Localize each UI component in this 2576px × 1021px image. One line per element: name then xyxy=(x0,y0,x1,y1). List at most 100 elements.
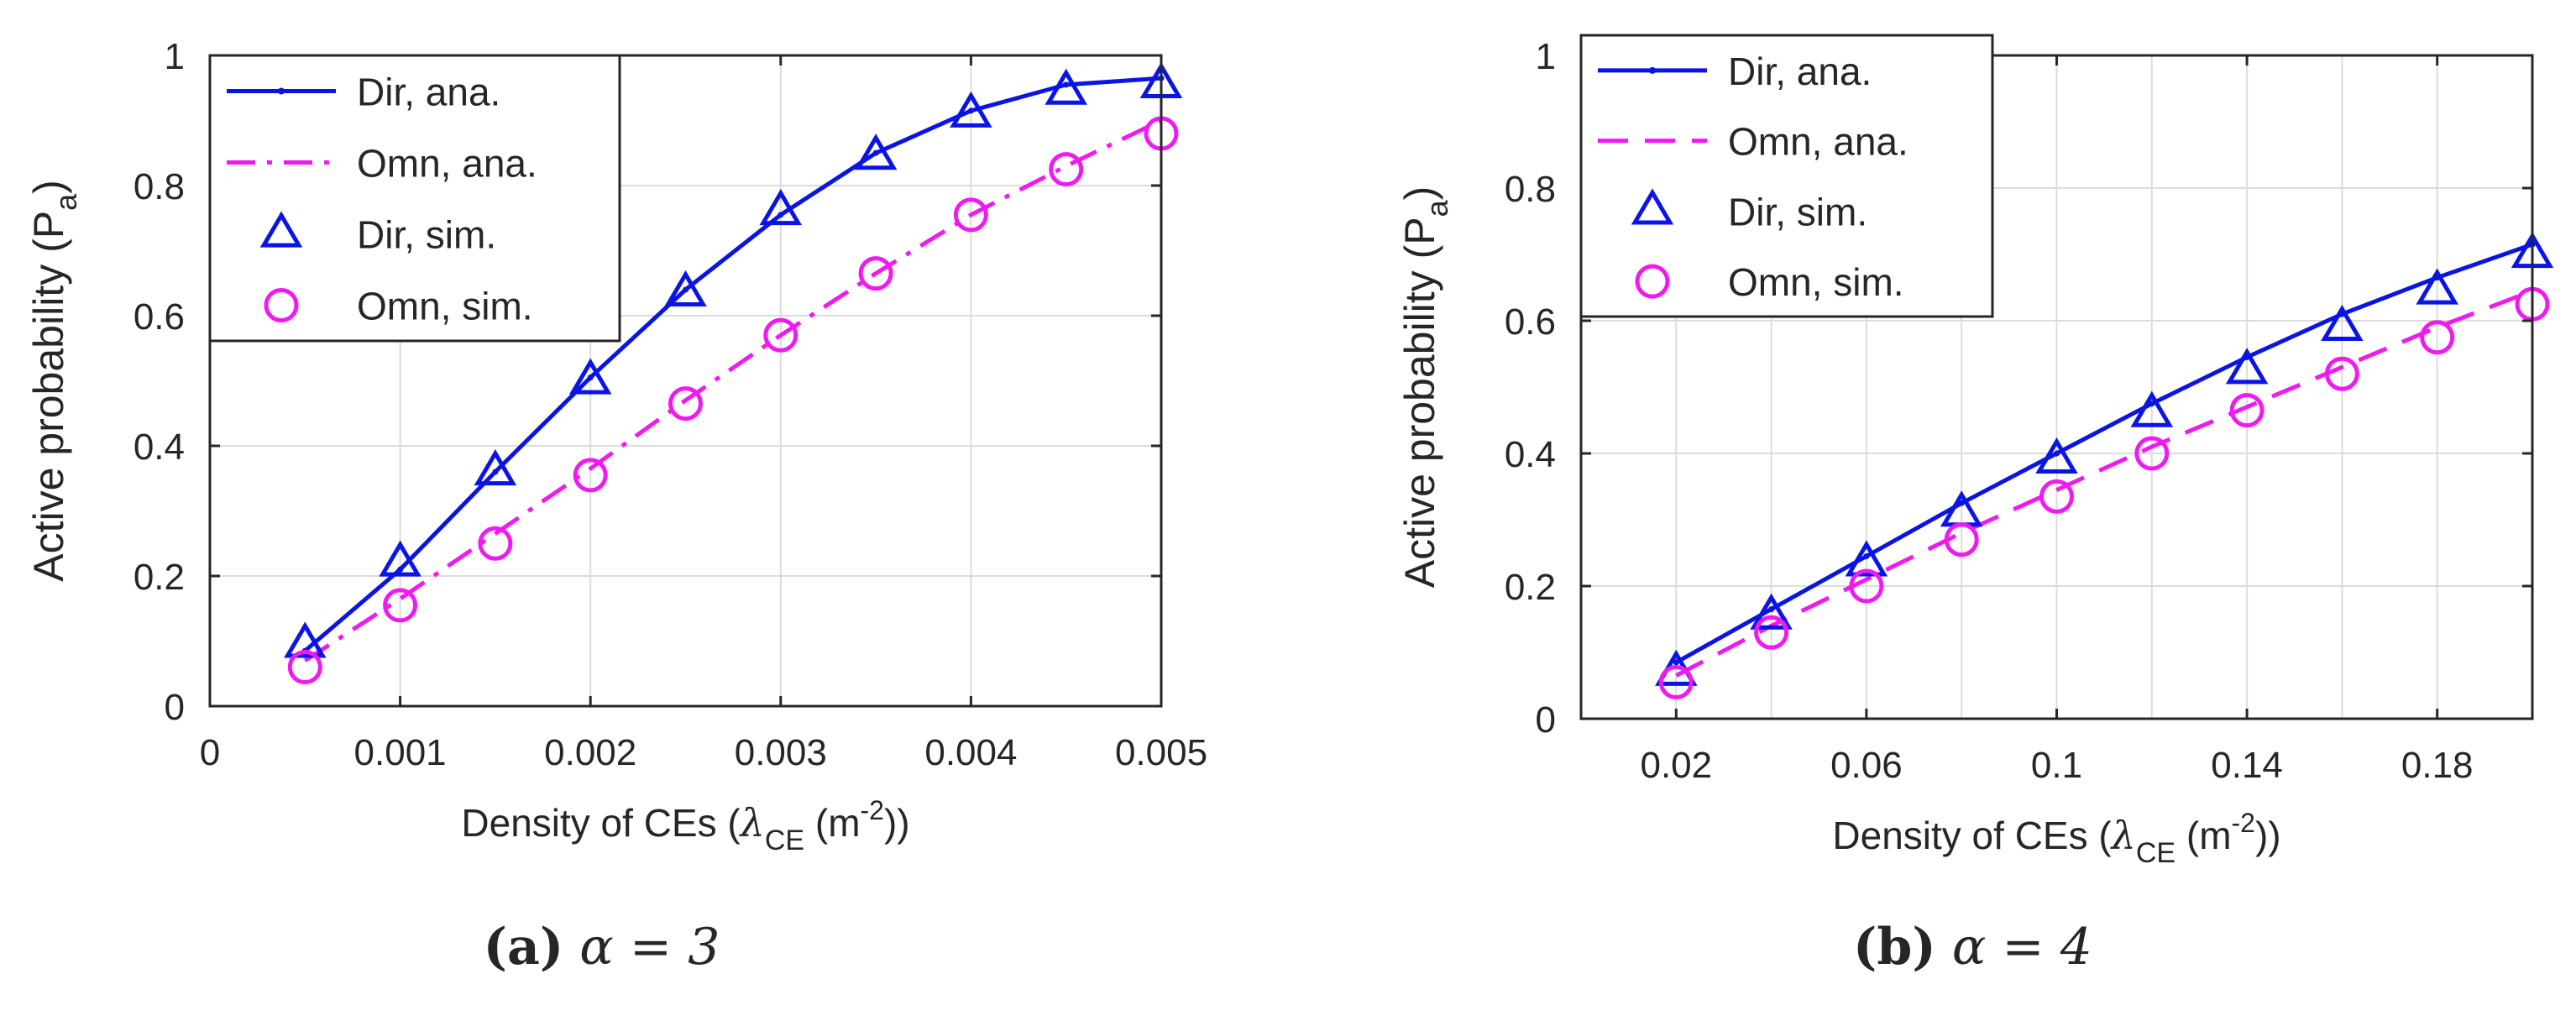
data-point-marker xyxy=(287,650,322,684)
data-point xyxy=(967,107,974,114)
data-point xyxy=(778,212,784,218)
data-point-marker xyxy=(1944,522,1979,558)
y-tick-label: 0.4 xyxy=(134,427,185,468)
y-tick-label: 0 xyxy=(165,687,185,728)
y-axis-label: Active probability (Pa) xyxy=(25,180,83,582)
data-point-marker xyxy=(2321,304,2364,342)
data-point xyxy=(1063,81,1070,88)
series-line-dir-ana xyxy=(303,76,1162,653)
data-point-marker xyxy=(668,386,703,421)
data-point xyxy=(397,566,404,573)
x-tick-label: 0.003 xyxy=(735,732,827,773)
data-point-marker xyxy=(1845,540,1888,577)
data-point-marker xyxy=(664,270,707,307)
data-point-marker xyxy=(2134,436,2170,471)
series-line-omn-ana xyxy=(1675,289,2533,678)
series-line-omn-ana xyxy=(303,118,1163,662)
data-point-marker xyxy=(1049,152,1084,187)
data-point-marker xyxy=(383,588,418,623)
x-tick-label: 0.02 xyxy=(1640,745,1712,786)
ticks: 0.02 0.06 0.1 0.14 0.18 0 0.2 0.4 0.6 0.8 1 xyxy=(1505,36,2532,786)
legend-swatch-marker xyxy=(1635,264,1670,299)
x-tick-label: 0.005 xyxy=(1115,732,1207,773)
data-point xyxy=(1958,500,1965,506)
data-point-marker xyxy=(2416,268,2458,305)
x-tick-label: 0.14 xyxy=(2211,745,2283,786)
legend-box xyxy=(1579,34,1994,318)
data-point xyxy=(2149,401,2155,407)
data-point-marker xyxy=(2229,393,2264,428)
legend-swatch-marker xyxy=(259,211,303,248)
data-point-marker xyxy=(1750,593,1793,630)
x-tick-label: 0.1 xyxy=(2031,745,2082,786)
data-point-marker xyxy=(759,189,803,226)
y-tick-label: 1 xyxy=(1536,36,1556,77)
y-tick-label: 0 xyxy=(1536,699,1556,741)
data-point-marker xyxy=(478,526,513,561)
legend-box xyxy=(208,54,621,343)
data-point-marker xyxy=(284,621,327,658)
y-tick-label: 0.6 xyxy=(1505,301,1556,343)
legend-label: Omn, sim. xyxy=(1728,260,1904,304)
data-point-marker xyxy=(1849,568,1884,604)
data-point-marker xyxy=(2420,320,2455,355)
x-tick-label: 0 xyxy=(200,732,220,773)
chart-b: 0.02 0.06 0.1 0.14 0.18 0 0.2 0.4 0.6 0.8 1 Density… xyxy=(1396,34,2554,976)
data-point-marker xyxy=(950,91,992,128)
data-point-marker xyxy=(854,134,898,170)
legend-label: Omn, sim. xyxy=(357,285,533,328)
chart-a: 0 0.001 0.002 0.003 0.004 0.005 0 0.2 0.4 0.6 0.8 1… xyxy=(25,36,1207,976)
data-point xyxy=(1768,606,1775,613)
x-tick-label: 0.004 xyxy=(924,732,1017,773)
x-axis-label: Density of CEs (λCE (m-2)) xyxy=(1832,808,2280,869)
y-tick-label: 0.6 xyxy=(134,296,185,338)
legend: Dir, ana. Omn, ana. Dir, sim. Omn, sim. xyxy=(208,54,621,343)
data-point-marker xyxy=(1754,615,1789,650)
data-point-marker xyxy=(2035,437,2078,474)
x-tick-label: 0.001 xyxy=(354,732,447,773)
data-point-marker xyxy=(379,540,421,577)
axes-box xyxy=(208,54,1163,708)
ticks: 0 0.001 0.002 0.003 0.004 0.005 0 0.2 0.4 0.6 0.8 1 xyxy=(134,36,1207,773)
x-tick-label: 0.06 xyxy=(1830,745,1903,786)
series-line-dir-ana xyxy=(1675,242,2533,665)
legend-label: Dir, ana. xyxy=(357,71,500,114)
data-point xyxy=(2054,450,2060,457)
data-point-marker xyxy=(858,256,893,291)
series-group xyxy=(284,61,1183,684)
data-point-marker xyxy=(474,449,517,486)
legend: Dir, ana. Omn, ana. Dir, sim. Omn, sim. xyxy=(1579,34,1994,318)
data-point xyxy=(492,469,499,475)
legend-swatch-dot xyxy=(1649,66,1656,74)
legend-label: Dir, ana. xyxy=(1728,50,1872,93)
x-tick-label: 0.18 xyxy=(2401,745,2474,786)
subfigure-caption: (b) α = 4 xyxy=(1853,918,2092,976)
x-axis-label: Density of CEs (λCE (m-2)) xyxy=(461,795,909,856)
data-point-marker xyxy=(2324,356,2359,391)
y-tick-label: 0.2 xyxy=(134,557,185,598)
legend-label: Omn, ana. xyxy=(357,142,537,186)
legend-label: Dir, sim. xyxy=(1728,190,1867,233)
data-point-marker xyxy=(763,317,798,353)
data-point-marker xyxy=(1658,665,1694,700)
legend-label: Omn, ana. xyxy=(1728,120,1908,164)
data-point-marker xyxy=(2130,390,2174,427)
y-tick-label: 1 xyxy=(165,36,185,77)
y-tick-label: 0.8 xyxy=(134,166,185,207)
data-point-marker xyxy=(1045,68,1087,105)
legend-swatch-marker xyxy=(1631,188,1674,225)
series-group xyxy=(1655,232,2554,700)
data-point-marker xyxy=(568,358,612,395)
data-point-marker xyxy=(2039,479,2074,514)
data-point-marker xyxy=(2225,348,2269,385)
legend-swatch-dot xyxy=(278,87,285,95)
y-tick-label: 0.2 xyxy=(1505,567,1556,608)
legend-label: Dir, sim. xyxy=(357,213,496,257)
data-point-marker xyxy=(573,458,608,493)
y-tick-label: 0.4 xyxy=(1505,434,1556,475)
data-point xyxy=(872,149,879,156)
data-point-marker xyxy=(953,197,988,233)
x-tick-label: 0.002 xyxy=(544,732,636,773)
y-tick-label: 0.8 xyxy=(1505,169,1556,210)
